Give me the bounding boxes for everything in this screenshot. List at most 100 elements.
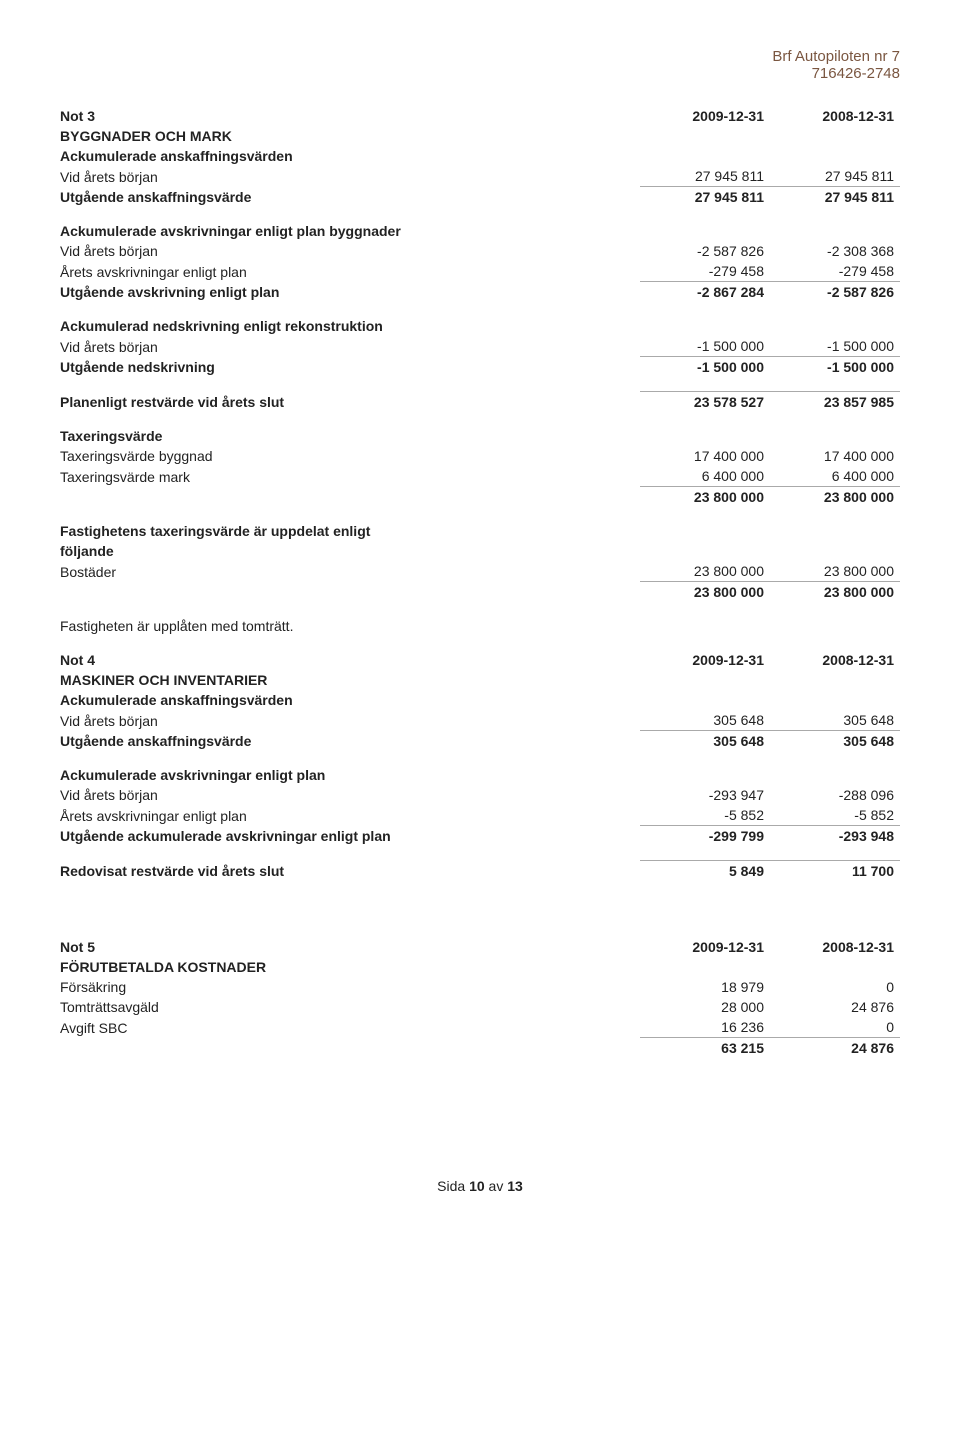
row-label: Planenligt restvärde vid årets slut — [60, 392, 640, 412]
row-val: 23 800 000 — [770, 582, 900, 602]
row-val: -2 867 284 — [640, 282, 770, 302]
row-label: Vid årets början — [60, 241, 640, 261]
row-val: 23 800 000 — [640, 582, 770, 602]
row-label: Vid årets början — [60, 337, 640, 357]
not3-sec1-title: BYGGNADER OCH MARK — [60, 126, 640, 146]
table-row: Vid årets början 305 648 305 648 — [60, 710, 900, 731]
table-row: Årets avskrivningar enligt plan -5 852 -… — [60, 805, 900, 826]
footer-page-total: 13 — [507, 1178, 523, 1194]
row-val: -279 458 — [640, 261, 770, 282]
row-val: 27 945 811 — [640, 166, 770, 187]
row-val: -5 852 — [770, 805, 900, 826]
row-val: 17 400 000 — [640, 446, 770, 466]
org-number: 716426-2748 — [60, 65, 900, 82]
page-header-org: Brf Autopiloten nr 7 716426-2748 — [60, 48, 900, 82]
row-label: Bostäder — [60, 562, 640, 582]
row-label: Vid årets början — [60, 711, 640, 731]
row-val: 18 979 — [640, 977, 770, 997]
table-row: Vid årets början 27 945 811 27 945 811 — [60, 166, 900, 187]
table-row: 23 800 000 23 800 000 — [60, 487, 900, 507]
row-val: 0 — [770, 1017, 900, 1038]
not4-header-row: Not 4 2009-12-31 2008-12-31 — [60, 650, 900, 670]
table-row: Utgående anskaffningsvärde 305 648 305 6… — [60, 731, 900, 751]
row-val: 16 236 — [640, 1017, 770, 1038]
not4-sec2-title: Ackumulerade avskrivningar enligt plan — [60, 765, 640, 785]
row-label: Taxeringsvärde byggnad — [60, 446, 640, 466]
not5-sec1-title: FÖRUTBETALDA KOSTNADER — [60, 957, 640, 977]
table-row: Vid årets början -2 587 826 -2 308 368 — [60, 241, 900, 261]
row-label: Årets avskrivningar enligt plan — [60, 806, 640, 826]
table-row: Vid årets början -1 500 000 -1 500 000 — [60, 336, 900, 357]
not3-date-2: 2008-12-31 — [770, 106, 900, 126]
row-val: -5 852 — [640, 805, 770, 826]
row-val: -1 500 000 — [640, 336, 770, 357]
row-val: 6 400 000 — [770, 466, 900, 487]
table-row: Bostäder 23 800 000 23 800 000 — [60, 561, 900, 582]
footer-prefix: Sida — [437, 1178, 469, 1194]
row-val: 23 800 000 — [770, 561, 900, 582]
not5-label: Not 5 — [60, 937, 640, 957]
not3-sec4-title: Taxeringsvärde — [60, 426, 640, 446]
row-val: 6 400 000 — [640, 466, 770, 487]
not3-sec2-title: Ackumulerade avskrivningar enligt plan b… — [60, 221, 640, 241]
table-row: Taxeringsvärde byggnad 17 400 000 17 400… — [60, 446, 900, 466]
row-val: 27 945 811 — [640, 187, 770, 207]
row-val: 27 945 811 — [770, 166, 900, 187]
row-val: 305 648 — [640, 710, 770, 731]
not3-sec5-title1: Fastighetens taxeringsvärde är uppdelat … — [60, 521, 640, 541]
not3-sec1-sub: Ackumulerade anskaffningsvärden — [60, 146, 640, 166]
not4-sec1-title: MASKINER OCH INVENTARIER — [60, 670, 640, 690]
table-row: Utgående anskaffningsvärde 27 945 811 27… — [60, 187, 900, 207]
not4-sec1-sub: Ackumulerade anskaffningsvärden — [60, 690, 640, 710]
row-val: -293 948 — [770, 826, 900, 846]
row-label: Vid årets början — [60, 167, 640, 187]
not3-date-1: 2009-12-31 — [640, 106, 770, 126]
row-val: 27 945 811 — [770, 187, 900, 207]
row-val: -1 500 000 — [770, 336, 900, 357]
row-val: 0 — [770, 977, 900, 997]
row-val: -288 096 — [770, 785, 900, 805]
row-label: Utgående ackumulerade avskrivningar enli… — [60, 826, 640, 846]
not3-sec5-title2: följande — [60, 541, 640, 561]
row-val: -299 799 — [640, 826, 770, 846]
table-row: Vid årets början -293 947 -288 096 — [60, 785, 900, 805]
row-label: Avgift SBC — [60, 1018, 640, 1038]
row-label: Försäkring — [60, 977, 640, 997]
row-val: 28 000 — [640, 997, 770, 1017]
table-row: Avgift SBC 16 236 0 — [60, 1017, 900, 1038]
row-label: Utgående anskaffningsvärde — [60, 731, 640, 751]
table-row: Taxeringsvärde mark 6 400 000 6 400 000 — [60, 466, 900, 487]
table-row: Tomträttsavgäld 28 000 24 876 — [60, 997, 900, 1017]
not3-sec3-title: Ackumulerad nedskrivning enligt rekonstr… — [60, 316, 640, 336]
row-val: 17 400 000 — [770, 446, 900, 466]
table-row: 23 800 000 23 800 000 — [60, 582, 900, 602]
row-label: Utgående avskrivning enligt plan — [60, 282, 640, 302]
row-val: 305 648 — [640, 731, 770, 751]
row-val: 24 876 — [770, 1038, 900, 1058]
row-val: 23 800 000 — [770, 487, 900, 507]
row-label: Redovisat restvärde vid årets slut — [60, 861, 640, 881]
row-val: -2 308 368 — [770, 241, 900, 261]
row-val: 305 648 — [770, 731, 900, 751]
row-val: -2 587 826 — [640, 241, 770, 261]
not4-date-1: 2009-12-31 — [640, 650, 770, 670]
not5-date-1: 2009-12-31 — [640, 937, 770, 957]
row-val: 23 578 527 — [640, 391, 770, 412]
table-row: Utgående nedskrivning -1 500 000 -1 500 … — [60, 357, 900, 377]
row-label: Vid årets början — [60, 785, 640, 805]
row-label: Utgående nedskrivning — [60, 357, 640, 377]
row-val: 305 648 — [770, 710, 900, 731]
not5-date-2: 2008-12-31 — [770, 937, 900, 957]
row-val: 24 876 — [770, 997, 900, 1017]
not4-date-2: 2008-12-31 — [770, 650, 900, 670]
row-val: -293 947 — [640, 785, 770, 805]
footer-page-num: 10 — [469, 1178, 485, 1194]
table-row: Årets avskrivningar enligt plan -279 458… — [60, 261, 900, 282]
row-label: Taxeringsvärde mark — [60, 467, 640, 487]
table-row: Utgående ackumulerade avskrivningar enli… — [60, 826, 900, 846]
row-val: -1 500 000 — [770, 357, 900, 377]
row-val: 23 857 985 — [770, 391, 900, 412]
table-row: Redovisat restvärde vid årets slut 5 849… — [60, 860, 900, 881]
row-val: 63 215 — [640, 1038, 770, 1058]
row-val: 23 800 000 — [640, 561, 770, 582]
